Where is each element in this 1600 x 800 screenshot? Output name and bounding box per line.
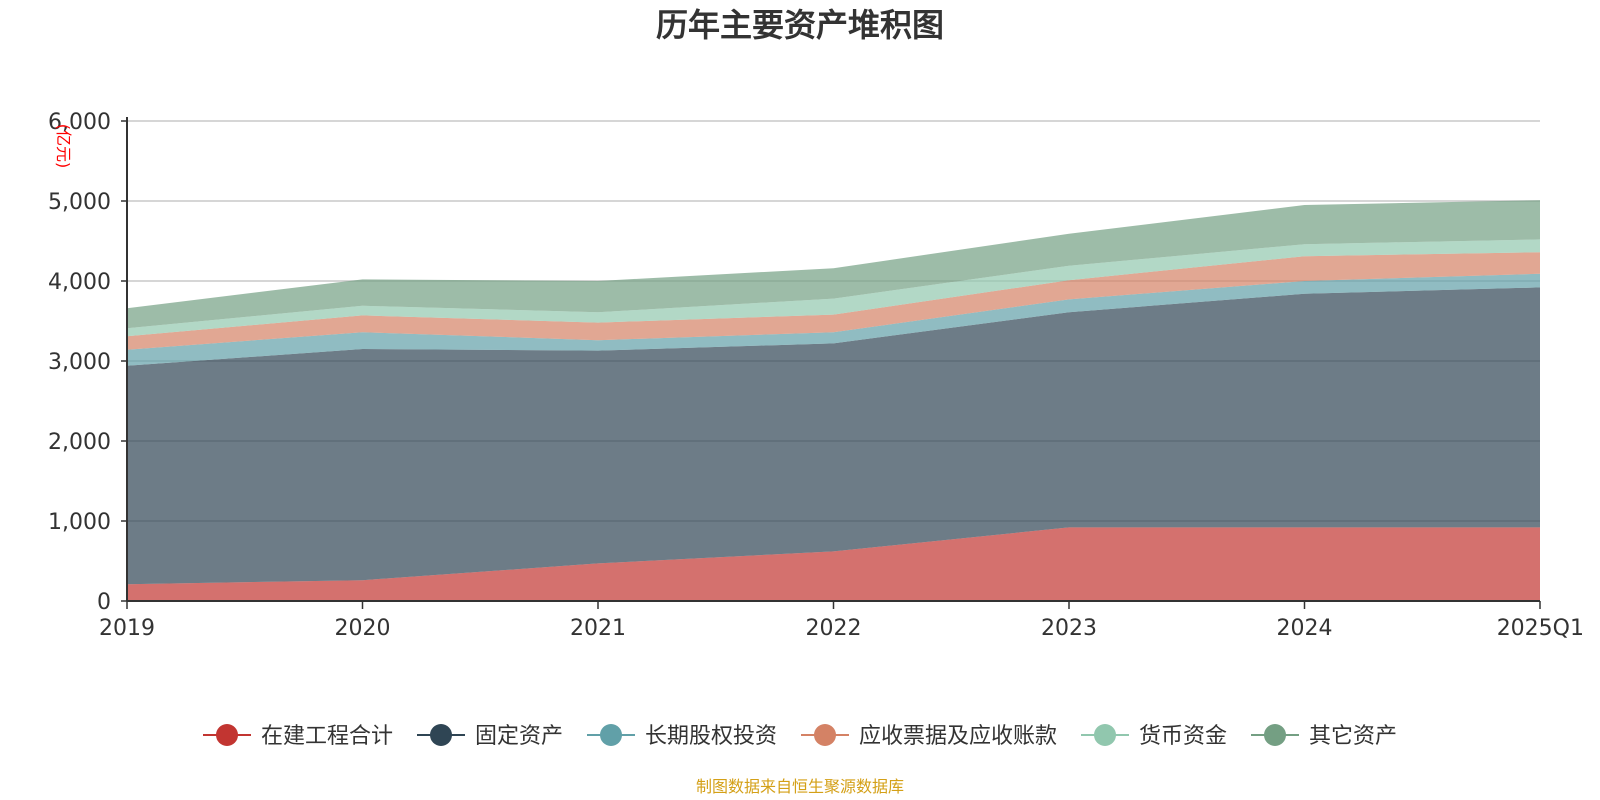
area-series-长期股权投资[interactable] — [127, 273, 1540, 366]
legend-circle-icon — [1264, 724, 1286, 746]
legend-item-应收票据及应收账款[interactable]: 应收票据及应收账款 — [801, 724, 1057, 749]
area-series-group — [127, 200, 1540, 601]
legend-item-货币资金[interactable]: 货币资金 — [1081, 724, 1227, 749]
x-tick-label: 2020 — [335, 616, 391, 641]
legend-item-固定资产[interactable]: 固定资产 — [417, 724, 563, 749]
legend-item-其它资产[interactable]: 其它资产 — [1251, 724, 1397, 749]
legend-label: 应收票据及应收账款 — [859, 724, 1057, 749]
legend-label: 其它资产 — [1309, 724, 1397, 749]
legend-label: 在建工程合计 — [261, 724, 393, 749]
y-tick-label: 1,000 — [48, 510, 111, 535]
legend-item-在建工程合计[interactable]: 在建工程合计 — [203, 724, 393, 749]
legend-circle-icon — [216, 724, 238, 746]
area-series-固定资产[interactable] — [127, 287, 1540, 585]
area-series-在建工程合计[interactable] — [127, 527, 1540, 601]
area-series-货币资金[interactable] — [127, 239, 1540, 337]
legend-label: 固定资产 — [475, 724, 563, 749]
y-tick-label: 2,000 — [48, 430, 111, 455]
x-tick-label: 2021 — [570, 616, 626, 641]
y-tick-label: 6,000 — [48, 110, 111, 135]
data-source-note: 制图数据来自恒生聚源数据库 — [696, 777, 904, 796]
y-tick-label: 0 — [97, 590, 111, 615]
area-series-应收票据及应收账款[interactable] — [127, 252, 1540, 350]
x-tick-label: 2019 — [99, 616, 155, 641]
y-tick-label: 5,000 — [48, 190, 111, 215]
axes: 0 1,000 2,000 3,000 4,000 5,000 6,000 2019 2020 2… — [48, 110, 1584, 641]
x-tick-label: 2025Q1 — [1497, 616, 1584, 641]
x-tick-label: 2022 — [806, 616, 862, 641]
y-tick-label: 3,000 — [48, 350, 111, 375]
legend: 在建工程合计 固定资产 长期股权投资 应收票据及应收账款 货币资金 其它资产 — [203, 724, 1397, 749]
legend-circle-icon — [600, 724, 622, 746]
legend-label: 货币资金 — [1139, 724, 1227, 749]
legend-circle-icon — [814, 724, 836, 746]
y-axis-unit-label: (亿元) — [54, 124, 73, 169]
area-series-其它资产[interactable] — [127, 200, 1540, 329]
y-tick-label: 4,000 — [48, 270, 111, 295]
x-tick-label: 2023 — [1041, 616, 1097, 641]
legend-label: 长期股权投资 — [645, 724, 777, 749]
legend-circle-icon — [1094, 724, 1116, 746]
legend-circle-icon — [430, 724, 452, 746]
chart-title: 历年主要资产堆积图 — [656, 6, 944, 44]
x-tick-label: 2024 — [1277, 616, 1333, 641]
legend-item-长期股权投资[interactable]: 长期股权投资 — [587, 724, 777, 749]
